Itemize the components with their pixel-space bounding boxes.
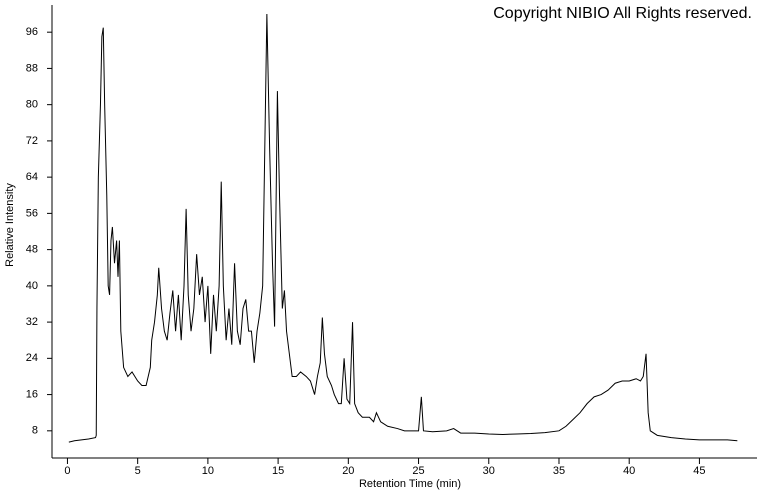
y-tick-label: 32 xyxy=(26,316,38,328)
x-tick-label: 45 xyxy=(693,465,705,477)
y-axis-label: Relative Intensity xyxy=(4,183,16,267)
y-tick-label: 48 xyxy=(26,244,38,256)
y-tick-label: 88 xyxy=(26,62,38,74)
y-tick-label: 24 xyxy=(26,352,38,364)
x-tick-label: 5 xyxy=(135,465,141,477)
x-tick-label: 0 xyxy=(64,465,70,477)
x-tick-label: 30 xyxy=(483,465,495,477)
y-tick-label: 8 xyxy=(32,425,38,437)
x-axis-label: Retention Time (min) xyxy=(359,478,461,490)
y-tick-label: 16 xyxy=(26,388,38,400)
x-tick-label: 25 xyxy=(412,465,424,477)
y-tick-label: 72 xyxy=(26,135,38,147)
x-tick-label: 15 xyxy=(272,465,284,477)
copyright-note: Copyright NIBIO All Rights reserved. xyxy=(493,5,752,22)
y-tick-label: 56 xyxy=(26,207,38,219)
y-tick-label: 96 xyxy=(26,26,38,38)
x-tick-label: 35 xyxy=(553,465,565,477)
x-tick-label: 10 xyxy=(202,465,214,477)
y-tick-label: 64 xyxy=(26,171,38,183)
trace-line xyxy=(68,14,738,443)
y-tick-label: 80 xyxy=(26,99,38,111)
x-tick-label: 40 xyxy=(623,465,635,477)
y-tick-label: 40 xyxy=(26,280,38,292)
x-tick-label: 20 xyxy=(342,465,354,477)
